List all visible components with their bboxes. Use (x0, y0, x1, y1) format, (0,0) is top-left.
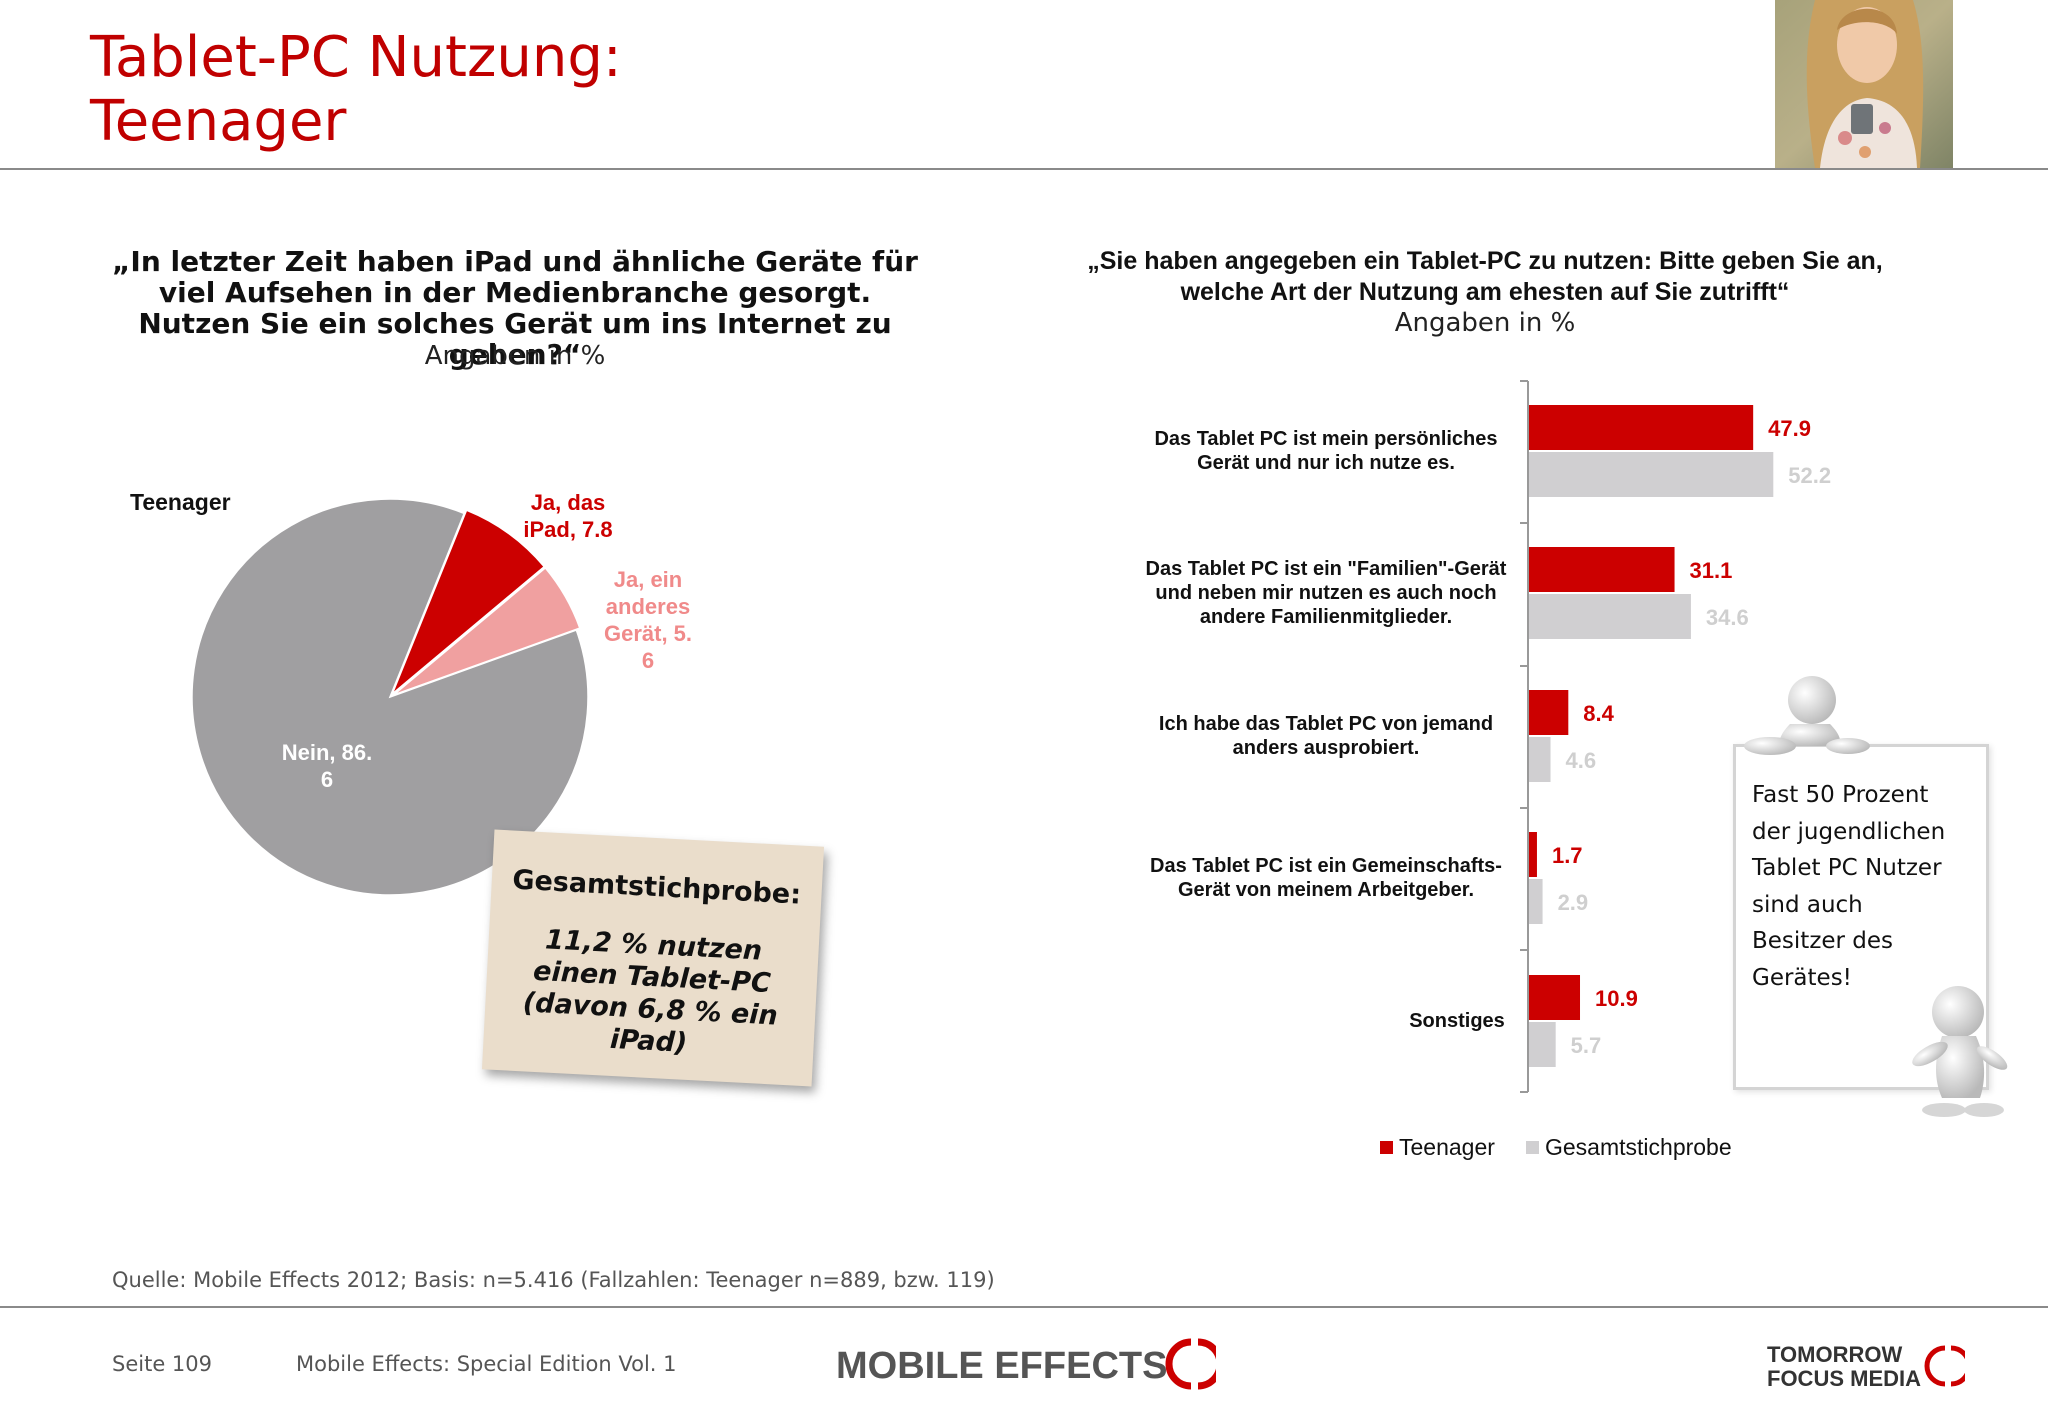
pie-slice-label-line: Ja, ein (614, 567, 682, 592)
mobile-effects-logo-text: MOBILE EFFECTS (836, 1345, 1167, 1387)
page-title-line1: Tablet-PC Nutzung: (90, 25, 622, 90)
pie-slice-label-line: anderes (606, 594, 690, 619)
legend-label: Gesamtstichprobe (1545, 1134, 1732, 1160)
bar (1529, 594, 1691, 639)
bar-value-label: 2.9 (1558, 890, 1589, 915)
bar (1529, 690, 1569, 735)
bar-category-label: Sonstiges (1409, 1010, 1505, 1032)
pie-slice-label-line: 6 (321, 767, 333, 792)
legend-swatch (1526, 1141, 1539, 1154)
bar-category-label: Das Tablet PC ist mein persönliches Gerät… (1154, 428, 1497, 474)
pie-slice-label-line: Gerät, 5. (604, 621, 692, 646)
page-title: Tablet-PC Nutzung: Teenager (90, 26, 1190, 154)
bar-category-label-line: Das Tablet PC ist mein persönliches (1154, 428, 1497, 450)
bar-value-label: 47.9 (1768, 416, 1811, 441)
bar (1529, 975, 1581, 1020)
tfm-logo-line2: FOCUS MEDIA (1767, 1366, 1921, 1391)
bar-category-label-line: Ich habe das Tablet PC von jemand (1159, 713, 1493, 735)
bar-value-label: 52.2 (1788, 463, 1831, 488)
bar-category-label-line: und neben mir nutzen es auch noch (1155, 582, 1496, 604)
tomorrow-focus-media-logo: TOMORROW FOCUS MEDIA (1767, 1342, 1965, 1391)
bar-value-label: 1.7 (1552, 843, 1583, 868)
bar-category-label: Das Tablet PC ist ein "Familien"-Gerät un… (1146, 558, 1507, 628)
right-unit-label: Angaben in % (1394, 308, 1576, 338)
left-unit-label: Angaben in % (424, 341, 606, 371)
pie-slice-label: Ja, ein anderes Gerät, 5. 6 (604, 567, 692, 673)
bar-category-label-line: anders ausprobiert. (1233, 737, 1420, 759)
bar-value-label: 31.1 (1690, 558, 1733, 583)
legend-swatch (1380, 1141, 1393, 1154)
bar-category-label: Ich habe das Tablet PC von jemand anders … (1159, 713, 1493, 759)
page-number: Seite 109 (112, 1352, 212, 1376)
pie-slice-label-line: Ja, das (531, 490, 606, 515)
tfm-logo-line1: TOMORROW (1767, 1342, 1902, 1367)
legend-label: Teenager (1399, 1134, 1495, 1160)
pie-slice (391, 509, 546, 695)
bar-category-label-line: andere Familienmitglieder. (1200, 606, 1452, 628)
pie-slice (392, 566, 581, 696)
bar-value-label: 8.4 (1583, 701, 1614, 726)
pie-slice-label-line: iPad, 7.8 (523, 517, 612, 542)
mobile-effects-logo: MOBILE EFFECTS (836, 1338, 1216, 1390)
bar (1529, 405, 1754, 450)
insight-callout-text: Fast 50 Prozent der jugendlichen Tablet … (1752, 782, 1946, 991)
title-divider (0, 168, 2048, 170)
bar-category-label-line: Gerät und nur ich nutze es. (1197, 452, 1455, 474)
bar (1529, 879, 1543, 924)
publication-title: Mobile Effects: Special Edition Vol. 1 (296, 1352, 677, 1376)
pie-slice-label-line: Nein, 86. (282, 740, 372, 765)
bar-value-label: 4.6 (1566, 748, 1597, 773)
bar-category-label: Das Tablet PC ist ein Gemeinschafts-Gerä… (1150, 855, 1502, 901)
bar (1529, 452, 1774, 497)
bar-value-label: 34.6 (1706, 605, 1749, 630)
pie-group-label: Teenager (130, 489, 231, 515)
pie-slice-label: Ja, das iPad, 7.8 (523, 490, 612, 542)
bar-category-label-line: Das Tablet PC ist ein "Familien"-Gerät (1146, 558, 1507, 580)
bar-category-label-line: Gerät von meinem Arbeitgeber. (1178, 879, 1474, 901)
teenager-photo (1775, 0, 1953, 168)
figure-illustration (1744, 676, 2008, 1117)
pie-slice (191, 498, 589, 896)
bar-category-label-line: Sonstiges (1409, 1010, 1505, 1032)
page-title-line2: Teenager (90, 89, 347, 154)
pie-slice-label-line: 6 (642, 648, 654, 673)
bar-value-label: 10.9 (1595, 986, 1638, 1011)
source-note: Quelle: Mobile Effects 2012; Basis: n=5.… (112, 1268, 995, 1292)
right-question: „Sie haben angegeben ein Tablet-PC zu nu… (1087, 247, 1883, 306)
bar (1529, 1022, 1556, 1067)
bar (1529, 737, 1551, 782)
bar (1529, 832, 1537, 877)
bar-value-label: 5.7 (1571, 1033, 1602, 1058)
bar-category-label-line: Das Tablet PC ist ein Gemeinschafts- (1150, 855, 1502, 877)
left-question: „In letzter Zeit haben iPad und ähnliche… (112, 245, 918, 371)
pie-slice-label: Nein, 86. 6 (282, 740, 372, 792)
footer-divider (0, 1306, 2048, 1308)
bar (1529, 547, 1675, 592)
